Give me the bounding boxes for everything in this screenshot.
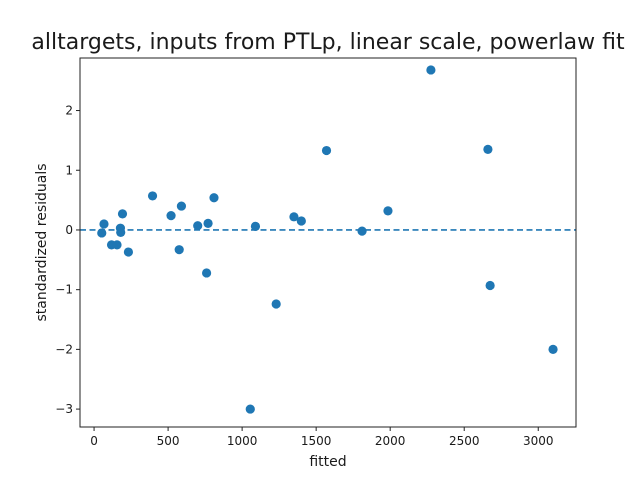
x-tick-label: 3000 [523, 434, 554, 448]
plot-frame [79, 57, 577, 428]
data-point-11 [174, 245, 184, 255]
data-point-28 [548, 344, 558, 354]
data-point-10 [166, 211, 176, 221]
data-point-2 [99, 219, 109, 229]
x-tick-label: 1000 [227, 434, 258, 448]
data-point-8 [123, 247, 134, 257]
x-tick-label: 2000 [375, 434, 406, 448]
data-point-22 [321, 145, 332, 156]
data-point-18 [250, 221, 261, 231]
data-point-20 [289, 212, 299, 222]
data-point-12 [176, 201, 187, 211]
data-point-24 [383, 206, 393, 216]
x-tick-label: 2500 [449, 434, 480, 448]
data-point-6 [116, 227, 126, 237]
data-point-27 [485, 280, 495, 291]
x-axis: 0 500 1000 1500 2000 2500 3000 [90, 427, 554, 448]
data-point-17 [245, 404, 255, 414]
data-point-15 [203, 218, 213, 228]
y-axis: −3 −2 −1 0 1 2 [55, 104, 80, 416]
y-tick-label: −3 [55, 402, 73, 416]
data-point-25 [426, 65, 436, 75]
chart-title: alltargets, inputs from PTLp, linear sca… [31, 30, 625, 55]
plot-area [80, 65, 576, 414]
data-point-1 [97, 228, 107, 238]
x-tick-label: 0 [90, 434, 98, 448]
data-point-19 [271, 299, 281, 309]
y-tick-label: 2 [65, 104, 73, 118]
y-tick-label: −1 [55, 283, 73, 297]
x-axis-label: fitted [309, 454, 346, 470]
data-point-26 [483, 144, 493, 154]
x-tick-label: 1500 [301, 434, 332, 448]
data-point-4 [112, 240, 122, 250]
data-point-7 [117, 209, 128, 219]
data-point-13 [193, 221, 203, 231]
y-tick-label: −2 [55, 342, 73, 356]
y-tick-label: 0 [65, 223, 73, 237]
data-point-14 [201, 268, 212, 278]
y-tick-label: 1 [65, 163, 73, 177]
data-point-23 [357, 226, 367, 236]
y-axis-label: standardized residuals [34, 163, 50, 321]
x-tick-label: 500 [157, 434, 180, 448]
data-point-9 [147, 191, 158, 201]
data-point-16 [209, 193, 219, 203]
data-point-21 [296, 216, 306, 226]
